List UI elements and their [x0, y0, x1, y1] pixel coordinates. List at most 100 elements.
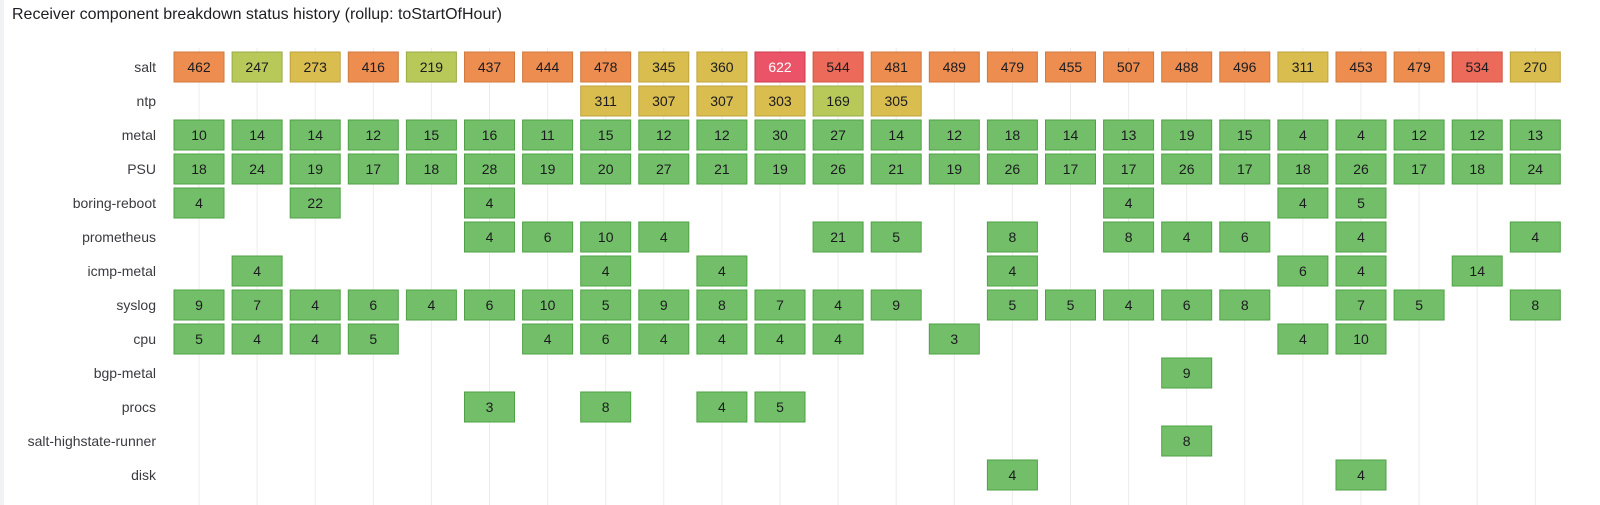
- status-cell[interactable]: [1045, 289, 1096, 321]
- status-cell[interactable]: [1335, 289, 1387, 321]
- status-cell[interactable]: [1335, 221, 1387, 253]
- status-cell[interactable]: [347, 51, 399, 83]
- status-cell[interactable]: [1103, 289, 1155, 321]
- status-cell[interactable]: [1451, 51, 1503, 83]
- status-cell[interactable]: [1161, 51, 1213, 83]
- status-cell[interactable]: [347, 153, 399, 185]
- status-cell[interactable]: [1219, 221, 1271, 253]
- status-cell[interactable]: [986, 255, 1038, 287]
- status-cell[interactable]: [580, 323, 632, 355]
- status-cell[interactable]: [405, 153, 457, 185]
- status-cell[interactable]: [1045, 153, 1096, 185]
- status-cell[interactable]: [347, 119, 399, 151]
- status-cell[interactable]: [522, 119, 574, 151]
- status-cell[interactable]: [1219, 153, 1271, 185]
- status-cell[interactable]: [1393, 289, 1445, 321]
- status-cell[interactable]: [231, 51, 283, 83]
- status-cell[interactable]: [1103, 51, 1155, 83]
- status-cell[interactable]: [870, 221, 922, 253]
- status-cell[interactable]: [696, 51, 748, 83]
- status-cell[interactable]: [289, 153, 341, 185]
- status-cell[interactable]: [870, 289, 922, 321]
- status-cell[interactable]: [1219, 51, 1271, 83]
- status-cell[interactable]: [1103, 187, 1155, 219]
- status-cell[interactable]: [1277, 187, 1329, 219]
- status-cell[interactable]: [754, 323, 806, 355]
- status-cell[interactable]: [812, 323, 864, 355]
- status-cell[interactable]: [696, 289, 748, 321]
- status-cell[interactable]: [754, 51, 806, 83]
- status-cell[interactable]: [812, 119, 864, 151]
- status-cell[interactable]: [754, 85, 806, 117]
- status-cell[interactable]: [580, 255, 632, 287]
- status-cell[interactable]: [405, 51, 457, 83]
- status-cell[interactable]: [289, 187, 341, 219]
- status-cell[interactable]: [173, 323, 225, 355]
- status-cell[interactable]: [1277, 323, 1329, 355]
- status-cell[interactable]: [1161, 119, 1213, 151]
- status-cell[interactable]: [1393, 51, 1445, 83]
- status-cell[interactable]: [638, 119, 690, 151]
- status-cell[interactable]: [405, 289, 457, 321]
- status-cell[interactable]: [812, 85, 864, 117]
- status-cell[interactable]: [870, 51, 922, 83]
- status-cell[interactable]: [464, 391, 515, 423]
- status-cell[interactable]: [1451, 119, 1503, 151]
- status-cell[interactable]: [1277, 51, 1329, 83]
- status-cell[interactable]: [1509, 289, 1561, 321]
- status-cell[interactable]: [580, 289, 632, 321]
- status-cell[interactable]: [696, 391, 748, 423]
- status-cell[interactable]: [928, 323, 980, 355]
- status-cell[interactable]: [870, 119, 922, 151]
- status-cell[interactable]: [522, 289, 574, 321]
- status-cell[interactable]: [638, 85, 690, 117]
- status-cell[interactable]: [1335, 323, 1387, 355]
- status-cell[interactable]: [464, 187, 515, 219]
- status-cell[interactable]: [696, 255, 748, 287]
- status-cell[interactable]: [638, 289, 690, 321]
- status-cell[interactable]: [464, 51, 515, 83]
- status-cell[interactable]: [1103, 153, 1155, 185]
- status-cell[interactable]: [638, 153, 690, 185]
- status-cell[interactable]: [1393, 153, 1445, 185]
- status-cell[interactable]: [1103, 221, 1155, 253]
- status-cell[interactable]: [464, 119, 515, 151]
- status-cell[interactable]: [1451, 153, 1503, 185]
- status-cell[interactable]: [580, 51, 632, 83]
- status-cell[interactable]: [1509, 153, 1561, 185]
- status-cell[interactable]: [1161, 221, 1213, 253]
- status-cell[interactable]: [986, 221, 1038, 253]
- status-cell[interactable]: [464, 289, 515, 321]
- status-cell[interactable]: [1277, 153, 1329, 185]
- status-cell[interactable]: [1335, 459, 1387, 491]
- status-cell[interactable]: [347, 323, 399, 355]
- status-cell[interactable]: [580, 85, 632, 117]
- status-cell[interactable]: [638, 323, 690, 355]
- status-cell[interactable]: [1045, 119, 1096, 151]
- status-cell[interactable]: [231, 323, 283, 355]
- status-cell[interactable]: [870, 153, 922, 185]
- status-cell[interactable]: [1161, 289, 1213, 321]
- status-cell[interactable]: [1219, 119, 1271, 151]
- status-cell[interactable]: [986, 289, 1038, 321]
- status-cell[interactable]: [173, 289, 225, 321]
- status-cell[interactable]: [754, 289, 806, 321]
- status-cell[interactable]: [1277, 119, 1329, 151]
- status-cell[interactable]: [1335, 187, 1387, 219]
- status-cell[interactable]: [1451, 255, 1503, 287]
- status-cell[interactable]: [812, 51, 864, 83]
- status-cell[interactable]: [289, 323, 341, 355]
- status-cell[interactable]: [1335, 153, 1387, 185]
- status-cell[interactable]: [289, 289, 341, 321]
- status-cell[interactable]: [1393, 119, 1445, 151]
- status-cell[interactable]: [986, 459, 1038, 491]
- status-cell[interactable]: [1045, 51, 1096, 83]
- status-cell[interactable]: [696, 323, 748, 355]
- status-cell[interactable]: [1335, 51, 1387, 83]
- status-cell[interactable]: [1161, 357, 1213, 389]
- status-cell[interactable]: [1509, 119, 1561, 151]
- status-cell[interactable]: [696, 85, 748, 117]
- status-cell[interactable]: [580, 391, 632, 423]
- status-cell[interactable]: [928, 153, 980, 185]
- status-cell[interactable]: [522, 221, 574, 253]
